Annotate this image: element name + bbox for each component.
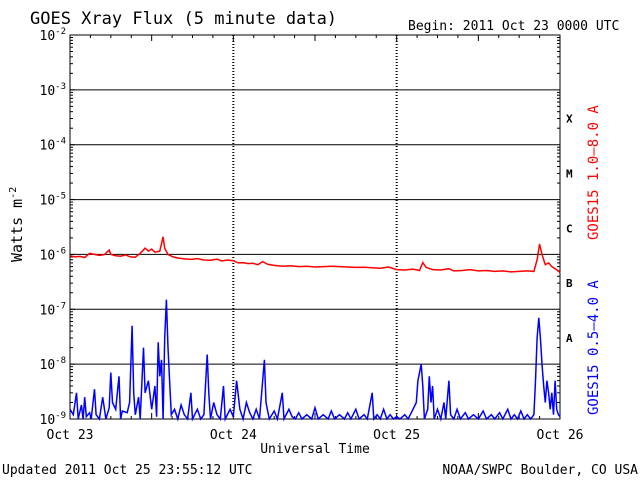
legend-series-long: GOES15 1.0–8.0 A — [586, 105, 602, 240]
plot-area — [69, 34, 561, 420]
x-axis-label: Universal Time — [260, 442, 370, 457]
y-tick-label: 10-5 — [40, 192, 67, 209]
flare-class-label: M — [566, 167, 573, 180]
x-tick-label: Oct 24 — [210, 428, 257, 443]
x-axis-ticks: Oct 23 Oct 24 Oct 25 Oct 26 — [47, 35, 584, 443]
y-axis-label: Watts m-2 — [8, 187, 26, 262]
y-tick-label: 10-2 — [40, 27, 67, 44]
y-axis-ticks: 10-2 10-3 10-4 10-5 10-6 10-7 10-8 10-9 — [40, 27, 560, 428]
chart-title: GOES Xray Flux (5 minute data) — [30, 9, 337, 29]
series-line-short — [69, 299, 561, 422]
flare-class-label: C — [566, 222, 573, 235]
y-axis-label-text: Watts m — [8, 199, 26, 262]
flare-class-label: A — [566, 332, 573, 345]
y-tick-label: 10-9 — [40, 411, 67, 428]
flare-class-label: X — [566, 113, 573, 126]
source-credit: NOAA/SWPC Boulder, CO USA — [442, 463, 638, 478]
series-lines — [69, 236, 561, 422]
y-tick-label: 10-3 — [40, 82, 67, 99]
flare-class-label: B — [566, 277, 573, 290]
x-tick-label: Oct 26 — [537, 428, 584, 443]
y-tick-label: 10-8 — [40, 356, 67, 373]
x-tick-label: Oct 23 — [47, 428, 94, 443]
begin-label: Begin: 2011 Oct 23 0000 UTC — [408, 19, 619, 34]
y-tick-label: 10-4 — [40, 137, 67, 154]
x-tick-label: Oct 25 — [373, 428, 420, 443]
y-tick-label: 10-7 — [40, 301, 67, 318]
updated-timestamp: Updated 2011 Oct 25 23:55:12 UTC — [2, 463, 252, 478]
flare-class-labels: X M C B A — [566, 113, 573, 345]
y-tick-label: 10-6 — [40, 246, 67, 263]
legend-series-short: GOES15 0.5–4.0 A — [586, 280, 602, 415]
day-dividers — [232, 35, 398, 419]
y-axis-label-exponent: -2 — [8, 187, 19, 199]
series-line-long — [69, 236, 561, 274]
